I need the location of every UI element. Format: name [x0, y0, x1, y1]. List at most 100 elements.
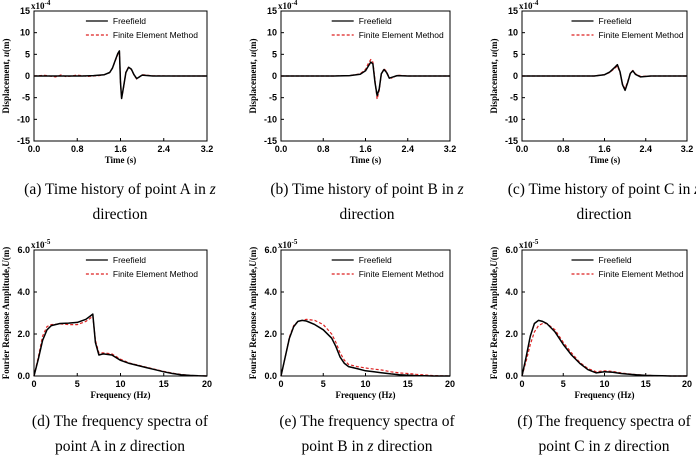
y-tick-label: 5: [25, 49, 30, 59]
x-tick-label: 2.4: [157, 144, 170, 154]
y-tick-label: 5: [513, 49, 518, 59]
x-tick-label: 0: [31, 379, 36, 389]
y-axis-label-text: Displacement,: [248, 57, 258, 114]
series-line-finite-element-method: [522, 65, 687, 90]
x-tick-label: 10: [599, 379, 609, 389]
caption-text: (b) Time history of point B in: [270, 181, 457, 198]
caption-variable: z: [366, 438, 373, 455]
y-tick-label: -5: [22, 93, 30, 103]
x-tick-label: 0.0: [28, 144, 41, 154]
legend-label: Finite Element Method: [599, 30, 684, 40]
caption-text: (f) The frequency spectra of: [517, 413, 691, 430]
y-axis-label-variable: u: [489, 52, 499, 57]
legend-label: Freefield: [113, 16, 146, 26]
series-line-freefield: [33, 313, 208, 377]
x-tick-label: 15: [159, 379, 169, 389]
y-tick-label: 0: [272, 71, 277, 81]
y-tick-label: -10: [264, 114, 277, 124]
caption-line: (f) The frequency spectra of: [517, 413, 691, 430]
x-axis-label: Time (s): [589, 155, 621, 165]
x-tick-label: 0: [278, 379, 283, 389]
y-tick-label: 4.0: [505, 287, 518, 297]
x-tick-label: 0.0: [275, 144, 288, 154]
x-tick-label: 1.6: [598, 144, 611, 154]
legend-label: Freefield: [359, 16, 392, 26]
legend-label: Finite Element Method: [359, 30, 444, 40]
y-tick-label: 10: [267, 28, 277, 38]
scale-exponent: -5: [292, 238, 298, 246]
caption-text: direction: [339, 206, 394, 223]
y-tick-label: -15: [264, 136, 277, 146]
caption-text: (d) The frequency spectra of: [32, 413, 209, 430]
y-tick-label: 15: [267, 6, 277, 16]
x-tick-label: 3.2: [681, 144, 694, 154]
scale-factor: x10-5: [519, 238, 539, 250]
x-tick-label: 2.4: [401, 144, 414, 154]
caption-text: point C in: [539, 438, 605, 455]
y-axis-label-text: Displacement,: [1, 57, 11, 114]
caption-variable: z: [209, 181, 216, 198]
y-tick-label: 0: [513, 71, 518, 81]
x-tick-label: 15: [641, 379, 651, 389]
series-line-finite-element-method: [521, 322, 687, 377]
legend-label: Finite Element Method: [113, 30, 198, 40]
caption-line: (b) Time history of point B in z: [270, 181, 463, 198]
caption-text: (e) The frequency spectra of: [279, 413, 455, 430]
y-axis-label: Displacement, u(m): [1, 38, 11, 113]
y-axis-label-unit: (m): [1, 247, 11, 261]
caption-text: (a) Time history of point A in: [24, 181, 210, 198]
scale-exponent: -4: [45, 0, 51, 7]
x-tick-label: 20: [202, 379, 212, 389]
y-tick-label: 0.0: [17, 371, 30, 381]
x-tick-label: 0.8: [557, 144, 570, 154]
series-line-freefield: [281, 61, 450, 97]
caption-line: direction: [339, 206, 394, 223]
caption-text: direction: [373, 438, 432, 455]
y-tick-label: 0.0: [264, 371, 277, 381]
x-axis-label: Frequency (Hz): [90, 390, 150, 400]
y-tick-label: 15: [508, 6, 518, 16]
caption-line: direction: [576, 206, 631, 223]
scale-exponent: -4: [292, 0, 298, 7]
chart-panel-e: 6.0 4.0 2.0 0.00 5 10 15 20 Frequency (Hz) Fourie…: [248, 238, 455, 455]
x-tick-label: 20: [445, 379, 455, 389]
scale-exponent: -5: [533, 238, 539, 246]
y-tick-label: -15: [505, 136, 518, 146]
series-line-freefield: [34, 50, 207, 100]
caption-line: (c) Time history of point C in z: [508, 181, 696, 198]
caption-line: point B in z direction: [302, 438, 433, 455]
caption-variable: z: [603, 438, 610, 455]
y-tick-label: 10: [20, 28, 30, 38]
legend-label: Finite Element Method: [599, 269, 684, 279]
scale-base: x10: [31, 1, 45, 11]
scale-exponent: -4: [533, 0, 539, 7]
y-axis-label-variable: u: [1, 52, 11, 57]
y-tick-label: 0.0: [505, 371, 518, 381]
y-tick-label: -5: [510, 93, 518, 103]
chart-panel-d: 6.0 4.0 2.0 0.00 5 10 15 20 Frequency (Hz) Fourie…: [1, 238, 212, 455]
x-tick-label: 5: [321, 379, 326, 389]
y-tick-label: 10: [508, 28, 518, 38]
x-axis-label: Frequency (Hz): [574, 390, 634, 400]
legend-label: Finite Element Method: [359, 269, 444, 279]
series-line-freefield: [522, 63, 687, 92]
scale-exponent: -5: [45, 238, 51, 246]
y-axis-label-text: Fourier Response Amplitude,: [1, 267, 11, 380]
chart-panel-c: 15 10 5 0 -5 -10 -150.0 0.8 1.6 2.4 3.2 Time (s) Dis…: [489, 0, 696, 223]
x-tick-label: 3.2: [444, 144, 457, 154]
y-axis-label: Fourier Response Amplitude,U(m): [1, 247, 11, 380]
y-tick-label: 6.0: [264, 245, 277, 255]
chart-panel-f: 6.0 4.0 2.0 0.00 5 10 15 20 Frequency (Hz) Fourie…: [489, 238, 692, 455]
scale-factor: x10-5: [31, 238, 51, 250]
legend-label: Finite Element Method: [113, 269, 198, 279]
scale-base: x10: [278, 240, 292, 250]
caption-text: direction: [92, 206, 147, 223]
x-tick-label: 0.8: [317, 144, 330, 154]
series-line-finite-element-method: [33, 315, 208, 377]
y-tick-label: 2.0: [505, 329, 518, 339]
y-axis-label-unit: (m): [489, 247, 499, 261]
caption-text: point A in: [55, 438, 120, 455]
caption-line: (d) The frequency spectra of: [32, 413, 209, 430]
x-tick-label: 10: [115, 379, 125, 389]
